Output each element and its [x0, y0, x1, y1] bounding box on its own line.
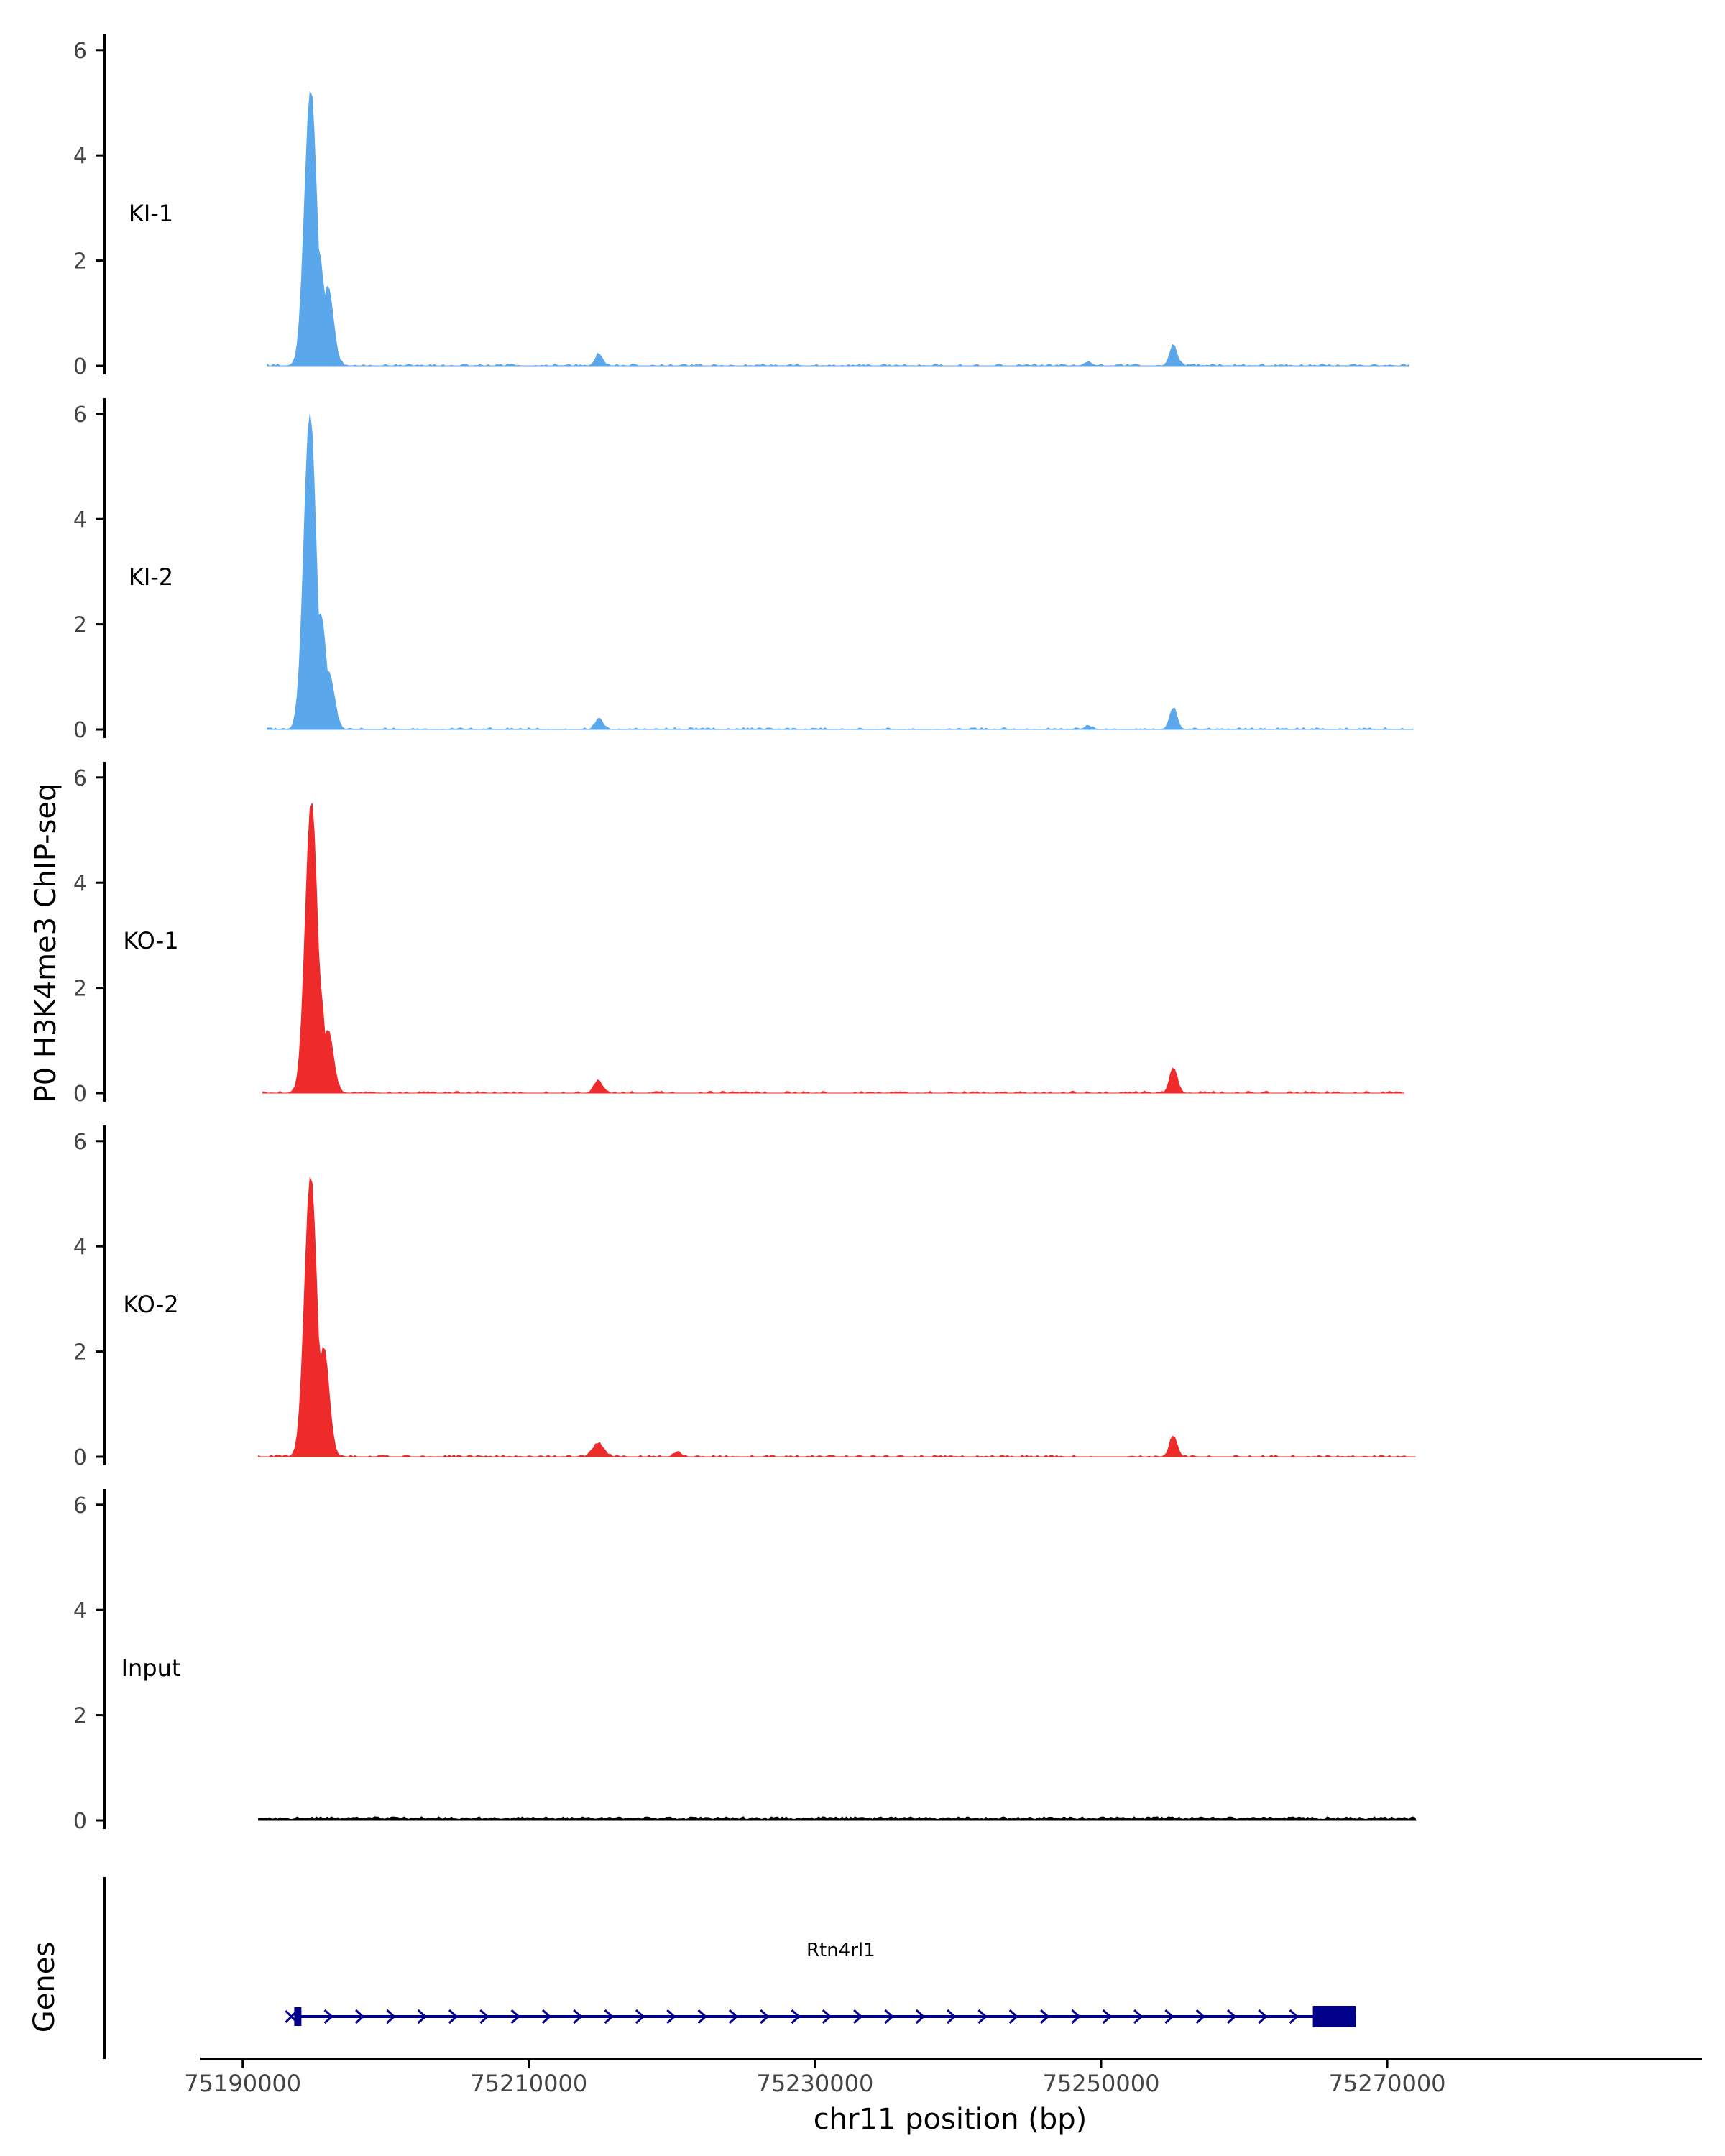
signal-area: [267, 91, 1409, 367]
strand-arrow: [1133, 2009, 1144, 2024]
y-tick-label: 6: [73, 1130, 87, 1155]
genes-label: Genes: [28, 1942, 61, 2032]
y-tick-label: 6: [73, 39, 87, 64]
track-ko-1: 0 2 4 6 KO-1: [73, 762, 1404, 1107]
strand-arrow: [635, 2009, 645, 2024]
y-tick-label: 0: [73, 1809, 87, 1834]
x-tick-label: 75230000: [756, 2070, 873, 2097]
signal-area: [258, 1176, 1416, 1457]
y-tick-label: 4: [73, 507, 87, 533]
x-tick-label: 75250000: [1043, 2070, 1160, 2097]
track-ki-2: 0 2 4 6 KI-2: [73, 398, 1414, 743]
gene-name: Rtn4rl1: [806, 1940, 875, 1961]
track-label: KO-1: [123, 927, 178, 954]
y-axis-label: P0 H3K4me3 ChIP-seq: [29, 783, 63, 1103]
y-tick-label: 2: [73, 613, 87, 638]
gene-exon: [1312, 2006, 1356, 2027]
x-tick-label: 75190000: [184, 2070, 301, 2097]
signal-area: [258, 1816, 1417, 1821]
y-tick-label: 4: [73, 1598, 87, 1623]
strand-arrow: [1102, 2009, 1112, 2024]
track-input: 0 2 4 6 Input: [73, 1489, 1417, 1834]
y-tick-label: 6: [73, 766, 87, 791]
y-tick-label: 2: [73, 1704, 87, 1729]
strand-arrow: [728, 2009, 739, 2024]
track-ko-2: 0 2 4 6 KO-2: [73, 1125, 1416, 1470]
y-tick-label: 6: [73, 402, 87, 428]
y-tick-label: 0: [73, 718, 87, 743]
y-tick-label: 0: [73, 1082, 87, 1107]
strand-arrow: [915, 2009, 926, 2024]
strand-arrow: [978, 2009, 988, 2024]
strand-arrow: [947, 2009, 957, 2024]
strand-arrow: [448, 2009, 459, 2024]
strand-arrow: [760, 2009, 770, 2024]
strand-arrow: [1008, 2009, 1019, 2024]
x-tick-label: 75210000: [470, 2070, 587, 2097]
y-tick-label: 2: [73, 249, 87, 275]
strand-arrow: [573, 2009, 583, 2024]
strand-arrow: [1258, 2009, 1268, 2024]
strand-arrow: [510, 2009, 520, 2024]
track-ki-1: 0 2 4 6 KI-1: [73, 34, 1409, 379]
strand-arrow: [791, 2009, 801, 2024]
strand-arrow: [853, 2009, 863, 2024]
strand-arrow: [666, 2009, 676, 2024]
y-tick-label: 2: [73, 1340, 87, 1365]
strand-arrow: [697, 2009, 707, 2024]
x-axis: 75190000 75210000 75230000 75250000 75270000: [184, 2058, 1702, 2097]
strand-arrow: [354, 2009, 365, 2024]
strand-arrow: [1195, 2009, 1205, 2024]
strand-arrow: [822, 2009, 832, 2024]
y-tick-label: 0: [73, 1445, 87, 1470]
x-axis-label: chr11 position (bp): [814, 2103, 1087, 2136]
strand-arrow: [1071, 2009, 1081, 2024]
y-tick-label: 4: [73, 144, 87, 169]
gene-model: Rtn4rl1: [285, 1940, 1356, 2027]
y-tick-label: 0: [73, 354, 87, 379]
x-tick-label: 75270000: [1329, 2070, 1446, 2097]
y-tick-label: 4: [73, 871, 87, 896]
strand-arrow: [884, 2009, 894, 2024]
y-tick-label: 4: [73, 1235, 87, 1260]
track-label: Input: [121, 1654, 181, 1682]
strand-arrow: [417, 2009, 427, 2024]
genes-panel: Genes Rtn4rl1: [28, 1877, 1356, 2059]
strand-arrow: [1040, 2009, 1050, 2024]
strand-arrow: [386, 2009, 396, 2024]
gene-exon: [294, 2007, 302, 2026]
track-label: KI-2: [129, 563, 173, 591]
track-label: KI-1: [129, 200, 173, 227]
strand-arrow: [604, 2009, 614, 2024]
signal-area: [267, 413, 1414, 730]
strand-arrow: [479, 2009, 489, 2024]
y-tick-label: 2: [73, 977, 87, 1002]
y-tick-label: 6: [73, 1493, 87, 1519]
strand-arrow: [1164, 2009, 1174, 2024]
signal-area: [262, 803, 1404, 1094]
track-label: KO-2: [123, 1291, 178, 1318]
strand-arrow: [323, 2009, 334, 2024]
strand-arrow: [1289, 2009, 1299, 2024]
strand-arrow: [1227, 2009, 1237, 2024]
track-panels: 0 2 4 6 KI-1 0 2 4 6 KI-2 0 2 4 6 KO-1 0 2 4 6 KO-2 0 2 4 6 Inpu…: [73, 34, 1417, 1834]
strand-arrow: [541, 2009, 552, 2024]
